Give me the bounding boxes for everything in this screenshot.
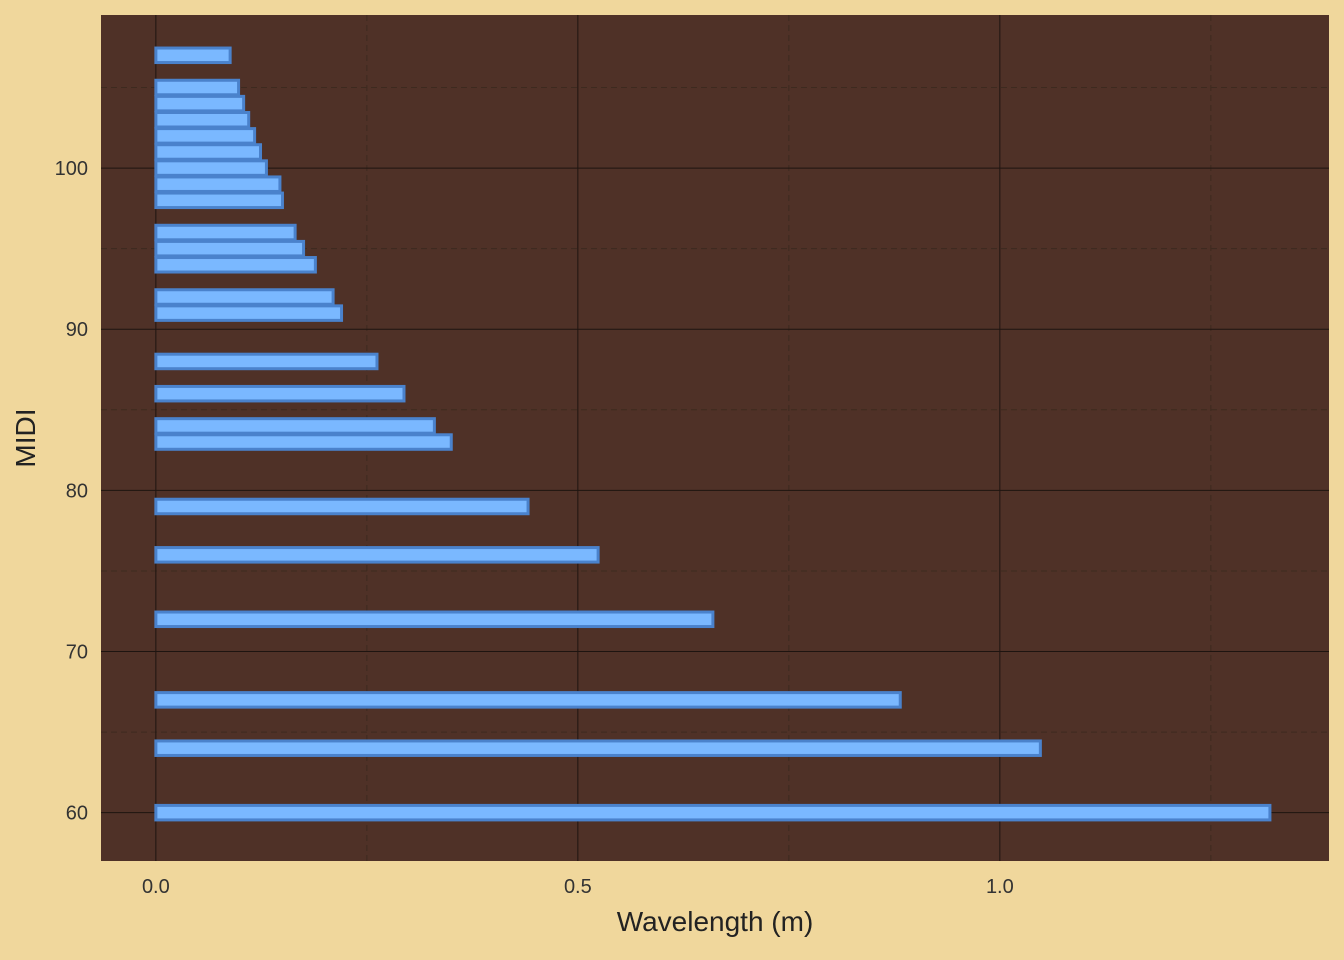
bar-midi-98: [154, 191, 284, 210]
bar-midi-103: [154, 110, 251, 129]
bar-midi-79: [154, 497, 530, 516]
bar-midi-64: [154, 739, 1042, 757]
bar-midi-83: [154, 433, 453, 451]
bar-midi-102: [154, 127, 257, 145]
bar-midi-99: [154, 175, 282, 193]
x-tick-label: 1.0: [986, 876, 1014, 898]
bar-midi-100: [154, 159, 268, 177]
bar-midi-101: [154, 143, 263, 161]
bar-midi-95: [154, 239, 306, 258]
x-tick-label: 0.0: [142, 876, 170, 898]
bar-midi-105: [154, 78, 241, 97]
x-tick-labels: 0.0 0.5 1.0: [142, 876, 1014, 898]
bar-midi-94: [154, 256, 317, 274]
bar-midi-96: [154, 223, 297, 242]
y-tick-label: 90: [66, 319, 88, 341]
bar-midi-91: [154, 304, 344, 322]
bar-midi-92: [154, 288, 335, 306]
bar-midi-86: [154, 384, 406, 403]
bar-midi-104: [154, 94, 246, 113]
x-tick-label: 0.5: [564, 876, 592, 898]
bar-midi-84: [154, 417, 436, 435]
bar-midi-88: [154, 352, 379, 371]
bar-midi-72: [154, 610, 715, 629]
bar-midi-76: [154, 546, 600, 564]
bars: [154, 46, 1272, 822]
y-tick-label: 60: [66, 803, 88, 825]
bar-midi-67: [154, 691, 902, 709]
y-tick-label: 100: [55, 158, 88, 180]
bar-midi-107: [154, 46, 232, 65]
bar-midi-60: [154, 803, 1272, 822]
y-tick-label: 80: [66, 480, 88, 502]
y-axis-title: MIDI: [10, 408, 41, 467]
y-tick-labels: 60 70 80 90 100: [55, 158, 88, 825]
x-axis-title: Wavelength (m): [617, 906, 814, 937]
y-tick-label: 70: [66, 642, 88, 664]
